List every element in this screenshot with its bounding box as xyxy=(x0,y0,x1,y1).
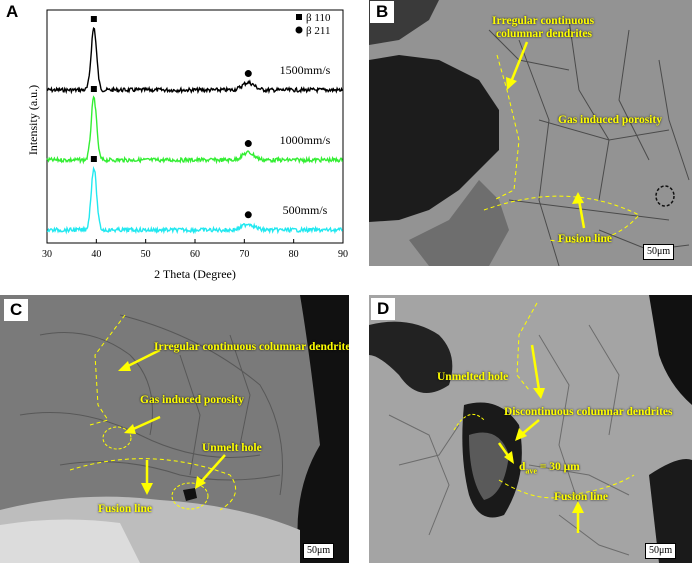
peak-marker-110 xyxy=(90,156,97,162)
micrograph-b: Irregular continuous columnar dendrites … xyxy=(369,0,692,266)
peak-marker-211 xyxy=(244,140,252,148)
b-label-porosity: Gas induced porosity xyxy=(558,114,662,126)
d-label-dendrites: Discontinuous columnar dendrites xyxy=(504,406,673,418)
b-label-dendrites-1: Irregular continuous xyxy=(492,15,595,27)
traces xyxy=(46,26,343,235)
series-label: 1500mm/s xyxy=(280,63,331,77)
panel-b-letter: B xyxy=(370,1,395,23)
xrd-chart: 30 40 50 60 70 80 90 1500mm/s 1000mm/s 500mm/s β… xyxy=(26,9,348,281)
peak-marker-211 xyxy=(244,70,252,78)
x-tick-label: 90 xyxy=(338,249,348,260)
d-label-d: d xyxy=(519,461,526,473)
trace-0 xyxy=(46,26,343,95)
c-label-fusion-line: Fusion line xyxy=(98,503,153,515)
y-axis-label: Intensity (a.u.) xyxy=(26,85,40,155)
micrograph-d: Unmelted hole Discontinuous columnar den… xyxy=(369,295,692,563)
d-label-fusion-line: Fusion line xyxy=(554,491,609,503)
c-scale-bar: 50μm xyxy=(303,543,335,559)
d-label-unmelted-hole: Unmelted hole xyxy=(437,371,509,383)
peak-marker-110 xyxy=(90,16,97,22)
micrograph-c: Irregular continuous columnar dendrites … xyxy=(0,295,349,563)
x-tick-label: 30 xyxy=(42,249,52,260)
c-label-porosity: Gas induced porosity xyxy=(140,394,244,406)
panel-c-letter: C xyxy=(4,299,29,321)
peak-marker-110 xyxy=(90,86,97,92)
legend-label: β 110 xyxy=(306,12,331,24)
legend-circle-icon xyxy=(295,26,303,34)
c-label-unmelt-hole: Unmelt hole xyxy=(202,442,262,454)
c-label-dendrites: Irregular continuous columnar dendrites xyxy=(154,341,349,353)
peak-marker-211 xyxy=(244,211,252,219)
b-label-fusion-line: Fusion line xyxy=(558,233,613,245)
x-ticks: 30 40 50 60 70 80 90 xyxy=(42,239,348,260)
d-scale-bar: 50μm xyxy=(645,543,677,559)
series-label: 1000mm/s xyxy=(280,133,331,147)
x-tick-label: 60 xyxy=(190,249,200,260)
series-labels: 1500mm/s 1000mm/s 500mm/s xyxy=(280,63,331,217)
x-tick-label: 80 xyxy=(289,249,299,260)
series-label: 500mm/s xyxy=(283,203,328,217)
b-scale-bar: 50μm xyxy=(643,244,675,260)
legend-square-icon xyxy=(296,14,302,20)
x-tick-label: 70 xyxy=(239,249,249,260)
x-tick-label: 50 xyxy=(141,249,151,260)
d-label-value: = 30 μm xyxy=(536,461,580,473)
b-label-dendrites-2: columnar dendrites xyxy=(496,28,592,40)
legend-label: β 211 xyxy=(306,25,330,37)
panel-a-letter: A xyxy=(6,2,19,21)
panel-d-letter: D xyxy=(371,298,396,320)
d-label-ave: ave xyxy=(525,466,537,476)
x-axis-label: 2 Theta (Degree) xyxy=(154,267,236,281)
trace-2 xyxy=(46,166,343,235)
d-label-dave: dave = 30 μm xyxy=(519,461,580,477)
peak-markers xyxy=(90,16,252,219)
trace-1 xyxy=(46,95,343,165)
x-tick-label: 40 xyxy=(91,249,101,260)
